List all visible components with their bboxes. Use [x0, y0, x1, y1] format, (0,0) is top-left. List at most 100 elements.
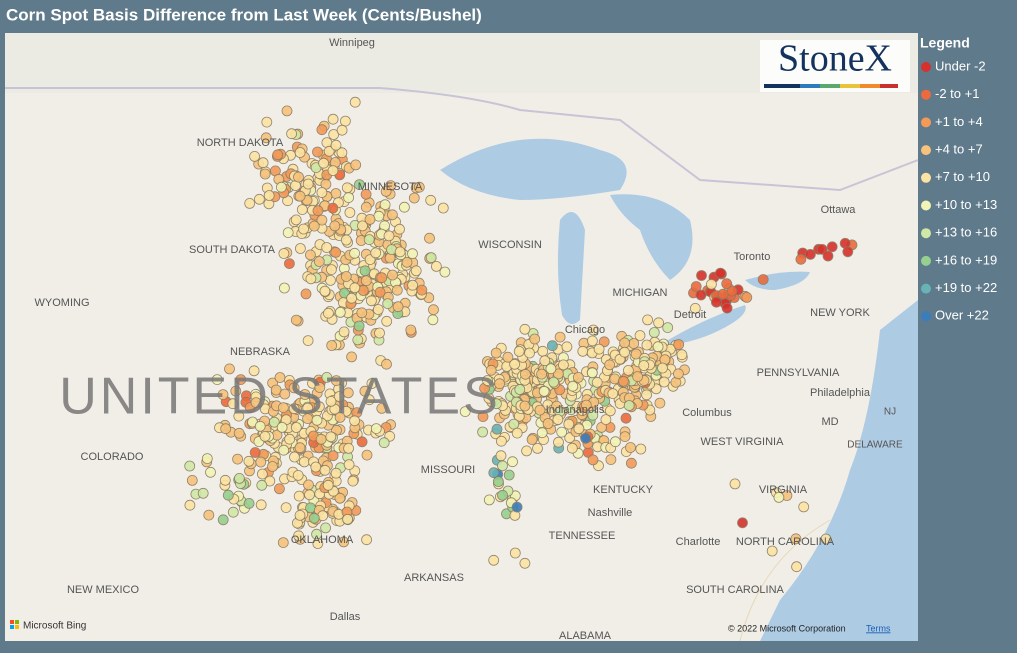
- location-dot: [372, 304, 384, 315]
- location-dot: [310, 461, 322, 473]
- location-dot: [304, 249, 316, 261]
- location-dot: [230, 385, 242, 397]
- place-label: PENNSYLVANIA: [757, 367, 840, 379]
- location-dot: [634, 330, 646, 341]
- location-dot: [320, 522, 332, 534]
- location-dot: [232, 453, 244, 465]
- location-dot: [184, 499, 196, 511]
- location-dot: [689, 302, 701, 314]
- location-dot: [391, 284, 403, 296]
- location-dot: [623, 400, 635, 411]
- location-dot: [805, 248, 816, 260]
- attribution: Microsoft Bing © 2022 Microsoft Corporat…: [10, 620, 891, 633]
- legend: Under -2 -2 to +1 +1 to +4 +4 to +7 +7 to +1…: [921, 58, 997, 323]
- location-dot: [330, 139, 342, 151]
- place-label: NORTH DAKOTA: [197, 137, 284, 149]
- location-dot: [430, 260, 442, 272]
- location-dot: [822, 250, 834, 262]
- place-label: Columbus: [682, 407, 732, 419]
- location-dot: [327, 113, 339, 125]
- place-label: Winnipeg: [329, 37, 375, 49]
- location-dot: [325, 274, 336, 286]
- location-dot: [316, 124, 328, 136]
- location-dot: [820, 533, 832, 545]
- location-dot: [357, 220, 368, 232]
- location-dot: [566, 442, 578, 454]
- place-label: MICHIGAN: [613, 287, 668, 299]
- location-dot: [312, 538, 324, 549]
- location-dot: [407, 248, 418, 260]
- location-dot: [319, 285, 331, 297]
- location-dot: [519, 400, 531, 412]
- location-dot: [547, 340, 558, 352]
- location-dot: [205, 466, 216, 478]
- lake-erie: [660, 305, 746, 345]
- location-dot: [314, 382, 326, 393]
- location-dot: [220, 423, 232, 435]
- location-dot: [638, 360, 650, 371]
- location-dot: [267, 461, 278, 472]
- location-dot: [410, 265, 422, 277]
- location-dot: [711, 296, 722, 308]
- location-dot: [654, 397, 666, 409]
- legend-label: +1 to +4: [935, 114, 983, 129]
- location-dot: [308, 220, 320, 232]
- place-label: OKLAHOMA: [291, 534, 354, 546]
- location-dot: [673, 368, 684, 380]
- location-dot: [360, 201, 372, 213]
- legend-swatch: [921, 145, 931, 156]
- location-dot: [298, 456, 310, 468]
- location-dot: [600, 414, 612, 426]
- location-dot: [539, 355, 551, 367]
- legend-title: Legend: [920, 35, 970, 51]
- location-dot: [224, 363, 235, 375]
- location-dot: [577, 345, 589, 357]
- location-dot: [233, 410, 245, 422]
- location-dot: [673, 339, 685, 350]
- location-dot: [413, 181, 425, 193]
- location-dot: [255, 499, 267, 511]
- location-dot: [387, 269, 398, 281]
- location-dot: [706, 278, 717, 290]
- location-dot: [552, 414, 564, 425]
- place-label: WYOMING: [35, 297, 90, 309]
- location-dot: [353, 320, 365, 332]
- location-dot: [502, 351, 514, 363]
- location-dot: [553, 368, 564, 380]
- location-dot: [587, 454, 599, 466]
- location-dot: [278, 282, 290, 294]
- location-dot: [227, 506, 239, 518]
- location-dot: [243, 455, 255, 467]
- location-dot: [374, 286, 386, 298]
- location-dot: [293, 530, 305, 542]
- place-label: TENNESSEE: [549, 530, 616, 542]
- location-dot: [312, 146, 323, 158]
- location-dot: [593, 343, 605, 355]
- place-label: Philadelphia: [810, 387, 871, 399]
- location-dot: [491, 423, 503, 435]
- location-dot: [519, 323, 531, 335]
- location-dot: [286, 128, 298, 140]
- location-dot: [572, 371, 584, 383]
- location-dot: [653, 317, 664, 329]
- location-dot: [323, 145, 335, 157]
- location-dot: [610, 436, 621, 448]
- location-dot: [741, 291, 753, 303]
- location-dot: [290, 314, 302, 326]
- place-label: SOUTH DAKOTA: [189, 244, 276, 256]
- location-dot: [619, 346, 630, 358]
- location-dot: [315, 433, 327, 445]
- terms-link[interactable]: Terms: [866, 623, 891, 633]
- location-dot: [278, 444, 290, 456]
- location-dot: [618, 375, 629, 387]
- location-dot: [632, 371, 643, 383]
- location-dot: [561, 341, 573, 353]
- place-label: DELAWARE: [847, 440, 903, 451]
- location-dot: [370, 247, 382, 259]
- location-dot: [376, 402, 388, 414]
- legend-swatch: [921, 200, 931, 211]
- location-dot: [257, 157, 269, 169]
- location-dot: [360, 188, 372, 200]
- location-dot: [299, 389, 311, 400]
- location-dot: [294, 147, 306, 158]
